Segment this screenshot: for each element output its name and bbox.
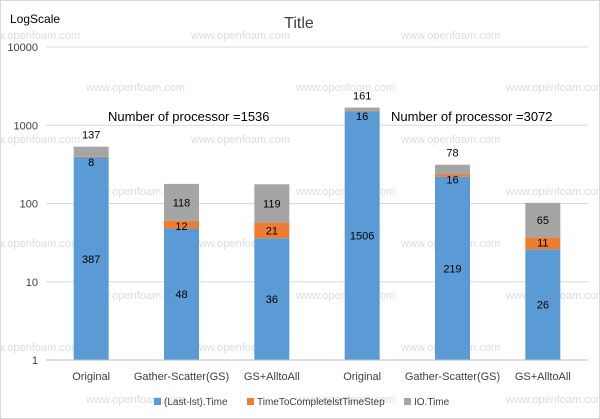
- data-label: 11: [537, 237, 548, 249]
- bar-segment: [344, 111, 380, 360]
- watermark-text: www.openfoam.com: [190, 134, 290, 146]
- watermark-text: www.openfoam.com: [295, 82, 395, 94]
- legend-swatch: [154, 398, 161, 405]
- data-label: 12: [175, 221, 187, 233]
- bar-segment: [435, 174, 470, 177]
- data-label: 36: [266, 294, 278, 306]
- data-label: 137: [82, 130, 100, 142]
- watermark-text: www.openfoam.com: [400, 134, 500, 146]
- watermark-text: www.openfoam.com: [1, 30, 80, 42]
- legend-label: TimeToCompletelstTimeStep: [257, 397, 385, 408]
- bar-segment: [435, 176, 470, 360]
- data-label: 8: [88, 157, 94, 169]
- y-tick-label: 10000: [7, 42, 38, 54]
- legend-label: (Last-lst).Time: [164, 397, 228, 408]
- watermark-text: www.openfoam.com: [1, 134, 80, 146]
- data-label: 26: [537, 300, 549, 312]
- legend-swatch: [404, 398, 411, 405]
- watermark-text: www.openfoam.com: [1, 238, 80, 250]
- watermark-text: www.openfoam.com: [85, 82, 185, 94]
- data-label: 16: [446, 174, 458, 186]
- data-label: 16: [356, 111, 368, 123]
- data-label: 119: [263, 198, 281, 210]
- y-axis-label: LogScale: [10, 12, 60, 26]
- bar-segment: [525, 202, 561, 238]
- x-tick-label: GS+AlltoAll: [515, 371, 571, 383]
- data-label: 219: [443, 263, 461, 275]
- x-tick-label: Original: [343, 371, 381, 383]
- annotation-1536: Number of processor =1536: [108, 109, 270, 124]
- watermark-text: www.openfoam.com: [505, 394, 599, 406]
- watermark-text: www.openfoam.com: [85, 186, 185, 198]
- x-tick-label: Gather-Scatter(GS): [134, 371, 229, 383]
- data-label: 78: [446, 148, 458, 160]
- annotation-3072: Number of processor =3072: [391, 109, 553, 124]
- bar-segment: [254, 184, 290, 223]
- x-tick-label: GS+AlltoAll: [244, 371, 300, 383]
- data-label: 1506: [350, 231, 374, 243]
- watermark-text: www.openfoam.com: [295, 394, 395, 406]
- legend: (Last-lst).Time TimeToCompletelstTimeStep…: [154, 397, 450, 408]
- bar-segment: [254, 238, 290, 360]
- data-label: 118: [173, 197, 191, 209]
- watermark-text: www.openfoam.com: [505, 82, 599, 94]
- bar-segment: [435, 164, 470, 175]
- watermark-text: www.openfoam.com: [505, 186, 599, 198]
- legend-label: IO.Time: [414, 397, 450, 408]
- bar-segment: [164, 228, 199, 360]
- y-tick-label: 10: [26, 277, 38, 289]
- data-label: 387: [82, 254, 100, 266]
- data-label: 161: [353, 91, 371, 103]
- bar-segment: [73, 146, 109, 157]
- x-tick-label: Original: [72, 371, 110, 383]
- bar-segment: [73, 157, 109, 360]
- legend-swatch: [247, 398, 254, 405]
- y-tick-label: 1: [32, 355, 38, 367]
- bar-segment: [344, 107, 380, 111]
- bar-segment: [525, 237, 561, 250]
- watermark-layer: www.openfoam.com www.openfoam.com www.open…: [1, 30, 599, 406]
- y-tick-label: 100: [20, 199, 38, 211]
- bar-segment: [164, 183, 199, 221]
- bar-segment: [525, 249, 561, 360]
- watermark-text: www.openfoam.com: [85, 290, 185, 302]
- watermark-text: www.openfoam.com: [190, 30, 290, 42]
- bar-layer: [73, 107, 561, 360]
- data-label: 21: [266, 225, 278, 237]
- x-tick-label: Gather-Scatter(GS): [405, 371, 500, 383]
- watermark-text: www.openfoam.com: [400, 30, 500, 42]
- chart-title: Title: [284, 15, 314, 32]
- watermark-text: www.openfoam.com: [1, 342, 80, 354]
- data-label: 48: [175, 289, 187, 301]
- bar-segment: [254, 222, 290, 239]
- bar-segment: [73, 156, 109, 158]
- data-label: 65: [537, 215, 549, 227]
- y-tick-label: 1000: [14, 120, 38, 132]
- data-label-layer: 387 8 137 48 12 118 36 21 119 1506 16 161 219 16 78 26 1…: [82, 91, 549, 312]
- bar-segment: [164, 220, 199, 229]
- axes-layer: 1 10 100 1000 10000 Original Gather-Scatter(GS…: [7, 42, 588, 383]
